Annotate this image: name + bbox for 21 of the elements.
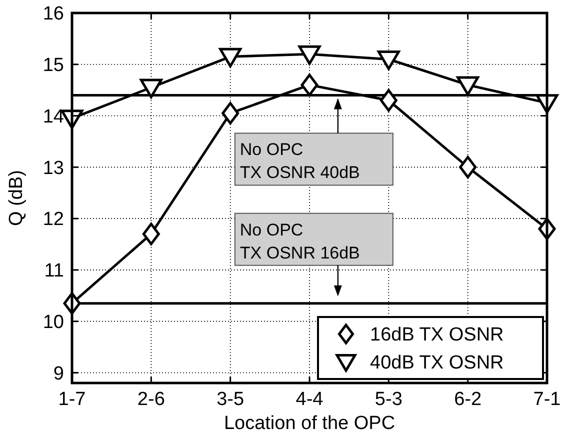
y-axis-title: Q (dB)	[6, 170, 27, 226]
y-tick-label: 16	[42, 4, 64, 25]
y-tick-label: 13	[42, 158, 64, 179]
x-tick-label: 3-5	[216, 389, 244, 410]
x-axis-title: Location of the OPC	[224, 413, 396, 434]
x-tick-label: 6-2	[454, 389, 482, 410]
x-tick-label: 2-6	[137, 389, 165, 410]
legend-label: 40dB TX OSNR	[370, 352, 504, 374]
y-tick-label: 11	[44, 260, 64, 282]
y-tick-label: 14	[42, 106, 64, 128]
y-tick-label: 10	[42, 312, 64, 333]
x-tick-label: 7-1	[533, 389, 561, 410]
y-tick-label: 12	[42, 209, 64, 230]
ref-line-label: No OPC TX OSNR 16dB	[240, 220, 360, 262]
legend-label: 16dB TX OSNR	[370, 324, 504, 346]
y-tick-label: 9	[53, 363, 64, 384]
y-tick-label: 15	[42, 55, 64, 76]
x-tick-label: 4-4	[296, 389, 324, 410]
x-tick-label: 1-7	[58, 389, 86, 410]
x-tick-label: 5-3	[374, 389, 402, 410]
ref-line-label: No OPC TX OSNR 40dB	[240, 140, 360, 182]
